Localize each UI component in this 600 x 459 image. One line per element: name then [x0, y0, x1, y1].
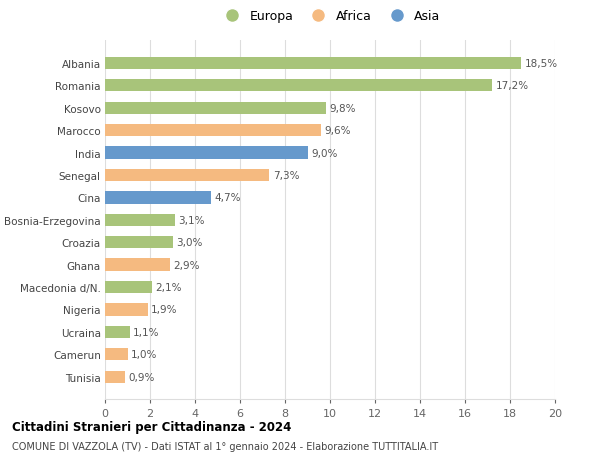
Text: 3,0%: 3,0%: [176, 238, 202, 248]
Bar: [105, 192, 211, 204]
Bar: [105, 80, 492, 92]
Bar: [105, 259, 170, 271]
Bar: [105, 102, 325, 115]
Bar: [105, 169, 269, 182]
Text: 2,1%: 2,1%: [155, 282, 182, 292]
Bar: [105, 304, 148, 316]
Bar: [105, 147, 308, 159]
Bar: [105, 57, 521, 70]
Bar: [105, 281, 152, 294]
Text: 2,9%: 2,9%: [173, 260, 200, 270]
Text: 9,8%: 9,8%: [329, 103, 355, 113]
Bar: [105, 236, 173, 249]
Text: 1,0%: 1,0%: [131, 350, 157, 359]
Bar: [105, 326, 130, 338]
Text: 3,1%: 3,1%: [178, 215, 205, 225]
Bar: [105, 125, 321, 137]
Bar: [105, 371, 125, 383]
Bar: [105, 214, 175, 226]
Text: 18,5%: 18,5%: [524, 59, 558, 69]
Text: 0,9%: 0,9%: [128, 372, 155, 382]
Text: 9,6%: 9,6%: [325, 126, 351, 136]
Text: COMUNE DI VAZZOLA (TV) - Dati ISTAT al 1° gennaio 2024 - Elaborazione TUTTITALIA: COMUNE DI VAZZOLA (TV) - Dati ISTAT al 1…: [12, 441, 438, 451]
Text: Cittadini Stranieri per Cittadinanza - 2024: Cittadini Stranieri per Cittadinanza - 2…: [12, 420, 292, 433]
Text: 17,2%: 17,2%: [496, 81, 529, 91]
Text: 7,3%: 7,3%: [272, 171, 299, 180]
Text: 4,7%: 4,7%: [214, 193, 241, 203]
Legend: Europa, Africa, Asia: Europa, Africa, Asia: [215, 5, 445, 28]
Bar: [105, 348, 128, 361]
Text: 9,0%: 9,0%: [311, 148, 337, 158]
Text: 1,9%: 1,9%: [151, 305, 178, 315]
Text: 1,1%: 1,1%: [133, 327, 160, 337]
